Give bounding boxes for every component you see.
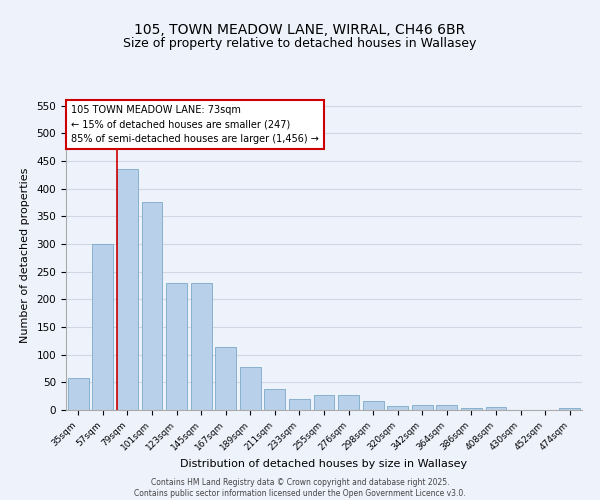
Text: Size of property relative to detached houses in Wallasey: Size of property relative to detached ho… xyxy=(124,38,476,51)
Bar xyxy=(166,282,187,410)
Bar xyxy=(387,406,408,410)
Bar xyxy=(142,202,163,410)
Bar xyxy=(314,395,334,410)
Bar xyxy=(412,405,433,410)
Bar xyxy=(191,282,212,410)
Bar xyxy=(68,378,89,410)
Text: Contains HM Land Registry data © Crown copyright and database right 2025.
Contai: Contains HM Land Registry data © Crown c… xyxy=(134,478,466,498)
Y-axis label: Number of detached properties: Number of detached properties xyxy=(20,168,29,342)
Bar xyxy=(92,244,113,410)
X-axis label: Distribution of detached houses by size in Wallasey: Distribution of detached houses by size … xyxy=(181,459,467,469)
Bar xyxy=(461,408,482,410)
Bar xyxy=(240,367,261,410)
Text: 105, TOWN MEADOW LANE, WIRRAL, CH46 6BR: 105, TOWN MEADOW LANE, WIRRAL, CH46 6BR xyxy=(134,22,466,36)
Bar xyxy=(289,399,310,410)
Bar xyxy=(215,348,236,410)
Bar xyxy=(436,405,457,410)
Bar xyxy=(559,408,580,410)
Bar xyxy=(338,395,359,410)
Bar xyxy=(117,169,138,410)
Bar xyxy=(265,389,286,410)
Bar xyxy=(362,400,383,410)
Bar xyxy=(485,407,506,410)
Text: 105 TOWN MEADOW LANE: 73sqm
← 15% of detached houses are smaller (247)
85% of se: 105 TOWN MEADOW LANE: 73sqm ← 15% of det… xyxy=(71,104,319,144)
